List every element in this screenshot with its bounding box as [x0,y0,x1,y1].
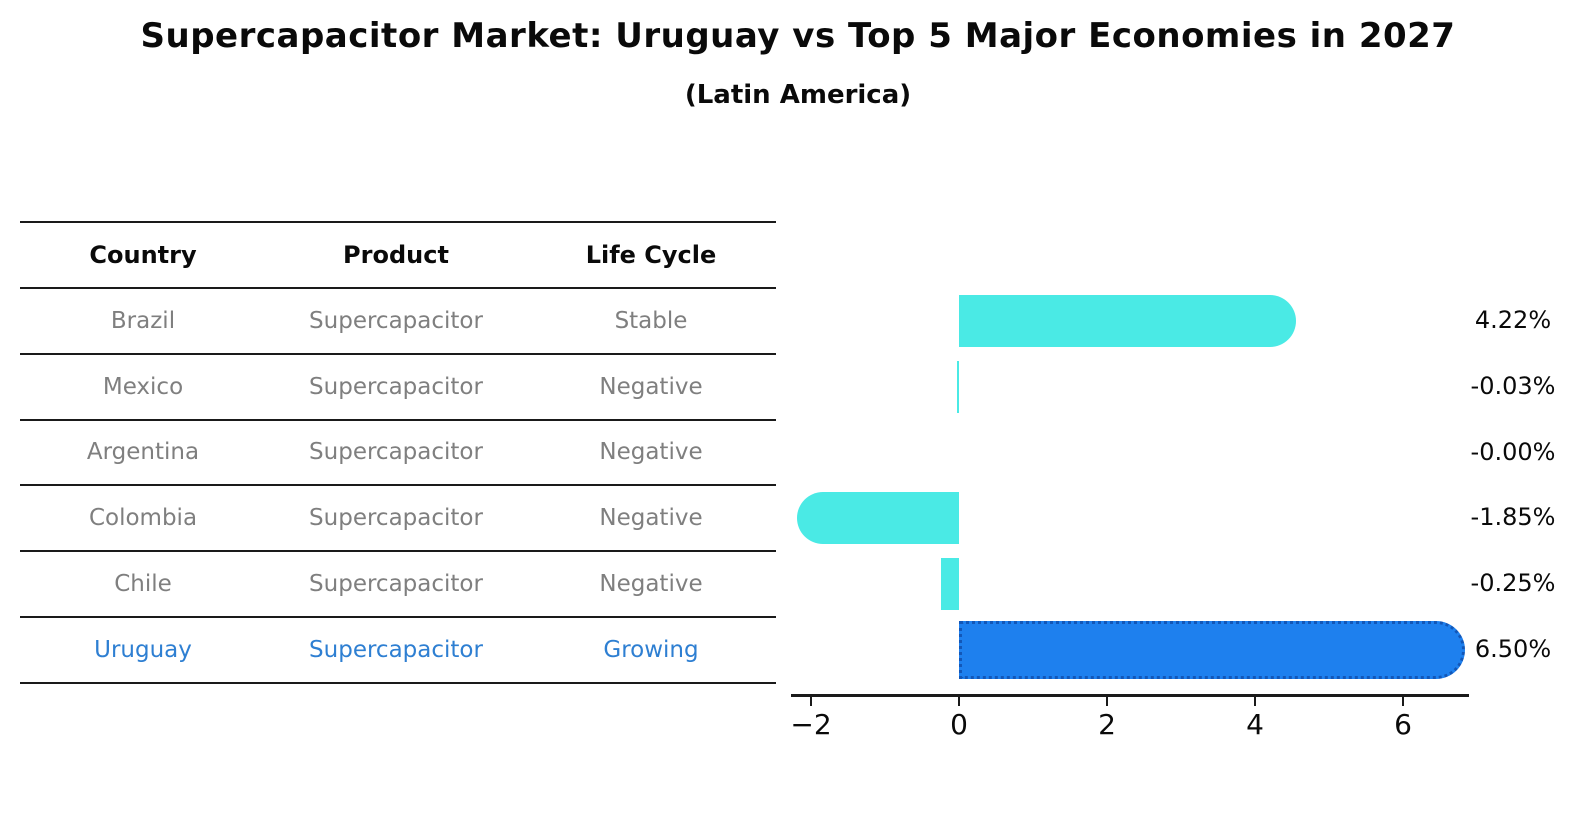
x-tick-mark [810,696,812,706]
bar-mexico [956,360,959,413]
x-tick-mark [1402,696,1404,706]
chart-subtitle: (Latin America) [684,80,912,110]
table-header-product: Product [343,241,449,269]
table-rule [20,287,776,289]
table-row-argentina: Argentina Supercapacitor Negative [20,420,776,486]
value-label-brazil: 4.22% [1474,306,1552,334]
cell-product: Supercapacitor [309,439,483,466]
bar-colombia [797,492,959,545]
cell-country: Uruguay [94,636,192,663]
value-label-mexico: -0.03% [1470,371,1556,400]
table-rule [20,681,776,684]
table-row-brazil: Brazil Supercapacitor Stable [20,288,776,354]
value-label-argentina: -0.00% [1470,437,1556,466]
table-rule [20,550,776,553]
table-rule [20,418,776,421]
table-row-uruguay: Uruguay Supercapacitor Growing [20,617,776,683]
x-axis-line [791,693,1469,697]
x-tick-label: 2 [1098,707,1116,741]
cell-life-cycle: Negative [599,505,703,532]
table-row-chile: Chile Supercapacitor Negative [20,551,776,617]
cell-product: Supercapacitor [309,636,483,663]
summary-table: Country Product Life Cycle Brazil Supercapac… [20,221,776,684]
value-label-colombia: -1.85% [1470,503,1556,532]
table-row-mexico: Mexico Supercapacitor Negative [20,354,776,420]
value-label-uruguay: 6.50% [1474,635,1552,663]
x-tick-mark [1254,696,1256,706]
cell-country: Brazil [110,307,176,334]
x-tick-label: 0 [950,707,968,741]
cell-product: Supercapacitor [309,373,483,400]
cell-life-cycle: Stable [614,307,688,334]
cell-life-cycle: Negative [599,571,703,598]
cell-country: Colombia [88,505,198,532]
table-rule [20,352,776,355]
x-tick-label: 6 [1394,707,1412,741]
x-tick-mark [958,696,960,706]
cell-country: Argentina [86,439,200,466]
cell-product: Supercapacitor [309,307,483,334]
cell-product: Supercapacitor [309,571,483,598]
cell-life-cycle: Growing [603,636,699,663]
x-tick-label: 4 [1246,707,1264,741]
bar-chile [940,558,959,611]
table-rule [20,616,776,618]
x-tick-label: −2 [790,707,832,741]
cell-product: Supercapacitor [309,505,483,532]
table-rule [20,484,776,487]
cell-country: Mexico [102,373,184,400]
bar-brazil [959,295,1297,347]
table-header-life-cycle: Life Cycle [585,241,717,269]
bar-uruguay [959,621,1465,679]
x-tick-mark [1106,696,1108,706]
cell-country: Chile [114,571,172,598]
table-header-country: Country [89,241,197,269]
cell-life-cycle: Negative [599,373,703,400]
table-header-row: Country Product Life Cycle [20,222,776,288]
table-rule [20,221,776,223]
cell-life-cycle: Negative [599,439,703,466]
chart-title: Supercapacitor Market: Uruguay vs Top 5 … [140,16,1456,56]
table-row-colombia: Colombia Supercapacitor Negative [20,485,776,551]
value-label-chile: -0.25% [1470,569,1556,598]
